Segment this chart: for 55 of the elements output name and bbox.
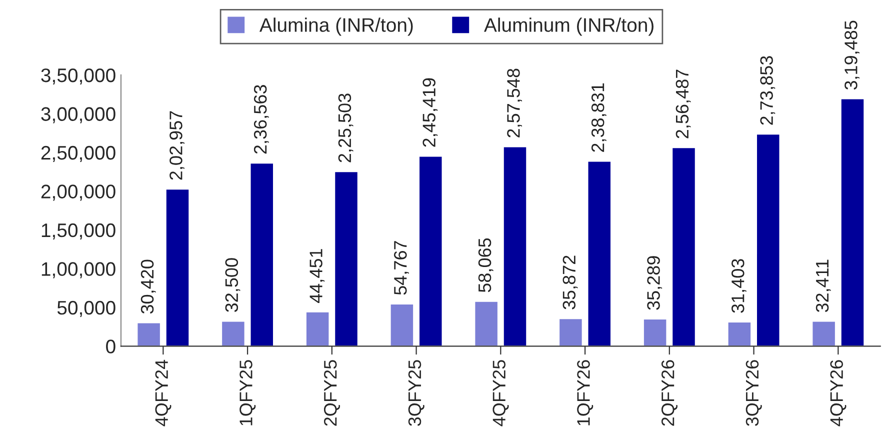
y-tick-label: 2,50,000	[41, 146, 116, 162]
bar	[502, 146, 528, 346]
bar	[334, 170, 359, 346]
x-tick-label: 1QFY25	[240, 360, 256, 426]
data-label: 3,19,485	[844, 20, 860, 90]
x-tick-label: 1QFY26	[577, 360, 594, 426]
data-label: 35,872	[562, 256, 578, 310]
bar	[642, 318, 668, 346]
bar	[586, 160, 612, 346]
data-label: 44,451	[310, 249, 325, 303]
bar	[136, 322, 162, 346]
bar	[840, 98, 866, 346]
data-label: 32,500	[225, 258, 240, 312]
data-label: 58,065	[478, 238, 494, 292]
x-tick-label: 4QFY24	[155, 360, 172, 426]
bar	[418, 155, 444, 346]
data-label: 2,56,487	[676, 70, 691, 138]
x-tick-label: 3QFY25	[408, 360, 424, 426]
bar	[474, 300, 499, 346]
y-tick-label: 1,00,000	[42, 262, 116, 278]
y-tick-label: 1,50,000	[42, 223, 116, 240]
data-label: 30,420	[140, 260, 156, 314]
x-tick-label: 2QFY26	[661, 360, 678, 426]
x-tick-label: 3QFY26	[746, 360, 762, 426]
y-tick-label: 3,50,000	[41, 68, 116, 85]
data-label: 2,36,563	[254, 85, 269, 154]
data-label: 54,767	[394, 241, 409, 295]
bar	[389, 303, 414, 346]
data-label: 2,73,853	[760, 56, 776, 125]
y-tick-label: 2,00,000	[41, 184, 116, 201]
y-tick-label: 0	[106, 340, 116, 354]
y-tick-label: 50,000	[57, 300, 116, 317]
bar	[249, 162, 274, 346]
data-label: 35,289	[647, 256, 662, 310]
data-label: 2,38,831	[591, 83, 606, 152]
data-label: 31,403	[732, 259, 746, 313]
data-label: 2,25,503	[338, 94, 354, 162]
bar	[726, 321, 752, 346]
bar	[220, 320, 246, 346]
legend-label: Alumina (INR/ton)	[259, 18, 413, 36]
x-tick-label: 4QFY25	[492, 360, 509, 426]
data-label: 2,45,419	[422, 78, 438, 147]
bar	[164, 188, 190, 346]
y-tick-label: 3,00,000	[41, 107, 116, 124]
x-tick-label: 2QFY25	[324, 360, 340, 426]
data-label: 2,57,548	[507, 68, 522, 138]
bar	[305, 311, 330, 346]
legend-label: Aluminum (INR/ton)	[484, 18, 654, 36]
data-label: 2,02,957	[170, 111, 184, 180]
x-tick-label: 4QFY26	[830, 360, 846, 426]
bar	[558, 318, 584, 346]
bar	[756, 133, 781, 346]
bar	[671, 146, 696, 346]
bar	[811, 320, 836, 346]
data-label: 32,411	[816, 260, 831, 312]
